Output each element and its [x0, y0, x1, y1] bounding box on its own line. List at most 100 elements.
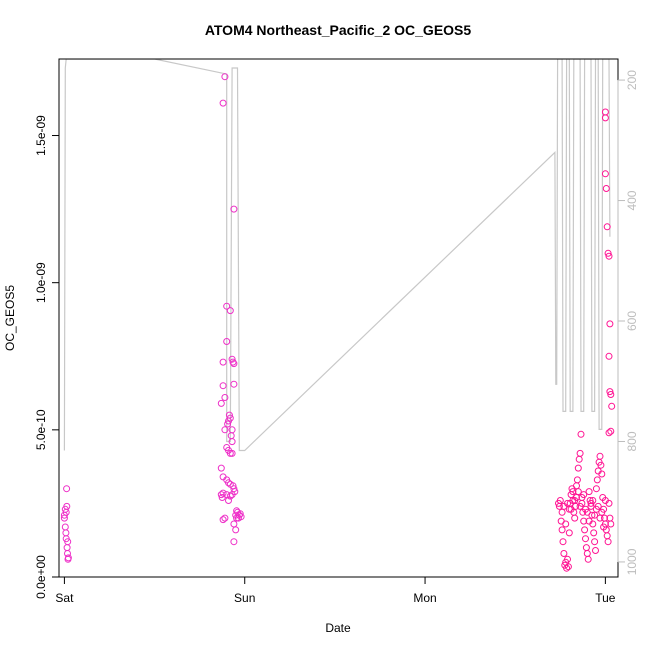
data-point: [562, 520, 570, 528]
y2-tick-label: 200: [625, 70, 639, 90]
pressure-line: [63, 59, 611, 452]
data-point: [221, 514, 229, 522]
data-point: [592, 547, 599, 554]
data-point: [230, 380, 238, 388]
x-axis: Sat Sun Mon Tue: [55, 576, 616, 605]
data-point: [603, 223, 611, 231]
data-point: [565, 529, 573, 537]
data-point: [585, 517, 593, 525]
data-point: [223, 338, 231, 345]
data-point: [226, 307, 234, 315]
y-axis: 0.0e+00 5.0e-10 1.0e-09 1.5e-09: [34, 115, 60, 599]
data-point: [228, 449, 236, 457]
data-point: [233, 507, 241, 515]
data-point: [574, 464, 582, 472]
data-point: [580, 517, 588, 525]
y2-tick-label: 1000: [625, 548, 639, 575]
data-point: [576, 502, 584, 510]
data-point: [596, 514, 604, 522]
x-tick-label: Mon: [413, 591, 436, 605]
data-point: [224, 420, 232, 428]
data-point: [589, 497, 597, 504]
data-point: [225, 417, 232, 425]
data-point: [598, 470, 606, 478]
data-point: [559, 538, 567, 546]
data-point: [61, 505, 69, 513]
data-point: [582, 535, 589, 543]
data-point: [560, 550, 568, 557]
data-point: [217, 491, 225, 499]
data-point: [234, 514, 242, 522]
data-point: [601, 114, 609, 122]
data-point: [584, 555, 592, 563]
data-point: [573, 476, 581, 484]
x-axis-label: Date: [325, 621, 351, 635]
data-point: [605, 252, 613, 260]
y-tick-label: 5.0e-10: [34, 409, 48, 450]
data-point: [577, 430, 585, 438]
data-point: [564, 563, 572, 571]
data-point: [606, 320, 614, 328]
x-tick-label: Sat: [55, 591, 74, 605]
data-point: [221, 426, 229, 434]
x-tick-label: Sun: [234, 591, 255, 605]
data-point: [567, 505, 575, 513]
data-point: [223, 302, 231, 310]
data-point: [591, 538, 599, 546]
data-point: [607, 391, 615, 398]
data-point: [600, 523, 608, 531]
data-point: [226, 492, 234, 500]
data-point: [230, 538, 238, 546]
data-point: [229, 358, 237, 366]
data-point: [607, 520, 615, 528]
right-pressure-axis: 200 400 600 800 1000: [617, 70, 639, 575]
data-point: [607, 427, 615, 435]
y2-tick-label: 800: [625, 431, 639, 451]
data-point: [597, 461, 605, 469]
data-point: [576, 449, 584, 457]
plot-frame: [58, 58, 619, 578]
data-point: [571, 514, 579, 522]
y-tick-label: 1.0e-09: [34, 262, 48, 303]
data-point: [593, 476, 601, 484]
data-point: [558, 526, 566, 534]
pressure-line-layer: [63, 59, 611, 452]
y-tick-label: 0.0e+00: [34, 555, 48, 599]
data-point: [601, 497, 609, 504]
scatter-points-layer: [60, 73, 616, 572]
data-point: [604, 538, 612, 546]
data-point: [605, 429, 613, 437]
data-point: [219, 382, 227, 390]
data-point: [61, 523, 69, 531]
data-point: [583, 550, 591, 557]
data-point: [217, 399, 225, 407]
data-point: [578, 494, 586, 501]
data-point: [602, 185, 610, 192]
data-point: [590, 529, 598, 537]
data-point: [601, 108, 609, 116]
data-point: [564, 555, 571, 563]
data-point: [606, 388, 614, 396]
y-axis-label: OC_GEOS5: [3, 285, 17, 351]
data-point: [221, 73, 229, 81]
data-point: [228, 491, 236, 499]
data-point: [558, 508, 566, 516]
data-point: [596, 452, 604, 460]
data-point: [604, 249, 612, 257]
data-point: [581, 526, 589, 534]
data-point: [217, 464, 225, 472]
data-point: [230, 360, 238, 368]
data-point: [601, 170, 609, 178]
data-point: [230, 520, 238, 528]
data-point: [585, 488, 593, 496]
x-tick-label: Tue: [595, 591, 616, 605]
data-point: [582, 505, 589, 513]
chart-title: ATOM4 Northeast_Pacific_2 OC_GEOS5: [205, 22, 472, 38]
y2-tick-label: 600: [625, 311, 639, 331]
data-point: [230, 205, 238, 213]
data-point: [563, 564, 571, 572]
data-point: [571, 497, 579, 504]
data-point: [64, 554, 72, 562]
data-point: [560, 502, 568, 510]
